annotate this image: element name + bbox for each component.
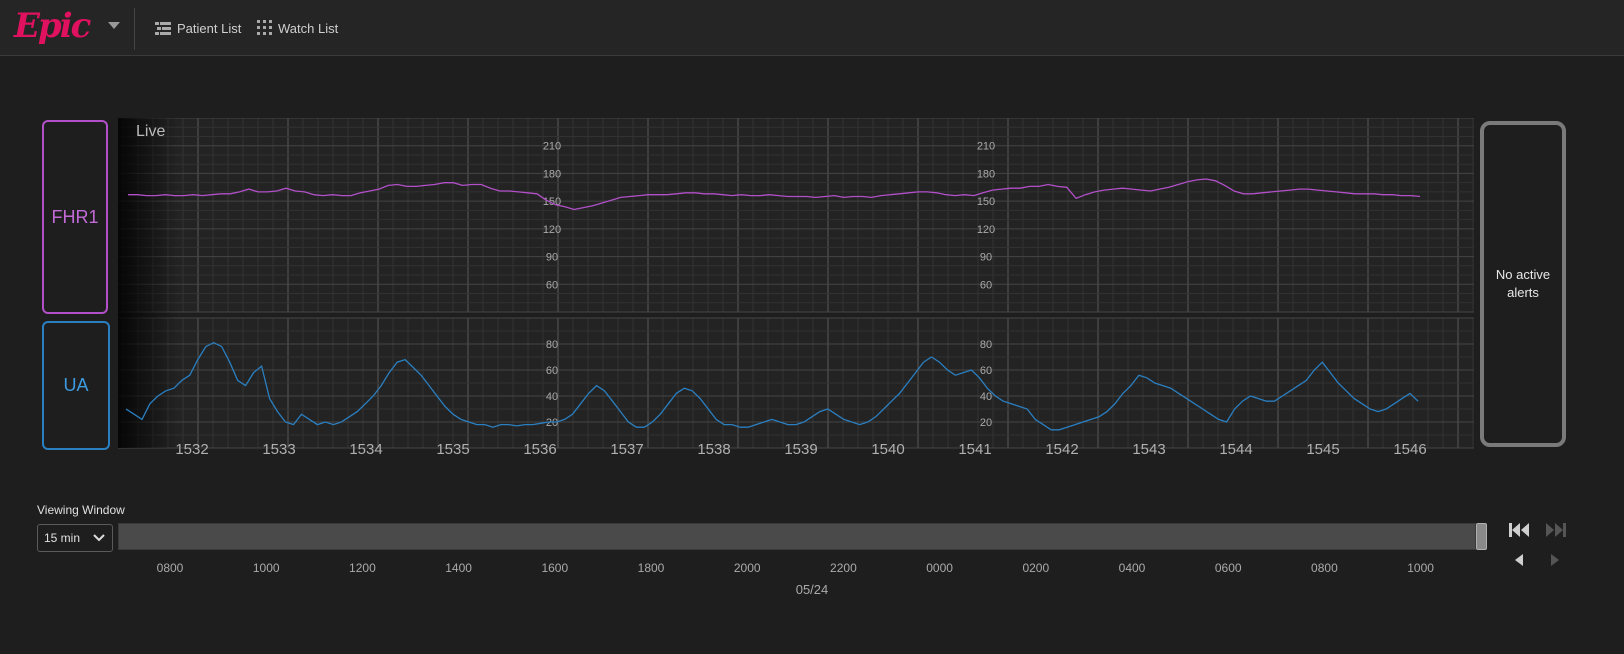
tracing-time-label: 1542 [1045, 441, 1078, 458]
tracing-time-label: 1534 [349, 441, 382, 458]
ua-scale-label: 20 [546, 417, 558, 429]
list-icon [155, 22, 171, 35]
chevron-down-icon[interactable] [108, 22, 120, 29]
timeline-time-label: 2200 [830, 561, 857, 575]
timeline-time-label: 0400 [1119, 561, 1146, 575]
tracing-time-label: 1541 [958, 441, 991, 458]
fhr-scale-label: 210 [543, 141, 561, 153]
tracing-time-label: 1546 [1393, 441, 1426, 458]
fetal-tracing-chart[interactable]: 210 180 150 120 90 60 80 60 40 20 210 180 150 120 90 60… [118, 118, 1474, 478]
date-label: 05/24 [796, 582, 829, 597]
epic-logo[interactable]: Epic [14, 6, 91, 46]
ua-scale-label: 40 [980, 391, 992, 403]
timeline-time-label: 1800 [638, 561, 665, 575]
viewing-window-label: Viewing Window [37, 503, 125, 517]
fhr-scale-label: 210 [977, 141, 995, 153]
timeline-time-label: 1000 [1407, 561, 1434, 575]
timeline-time-label: 1200 [349, 561, 376, 575]
timeline-time-label: 0200 [1022, 561, 1049, 575]
alerts-text-line1: No active [1495, 267, 1551, 282]
tracing-time-label: 1537 [610, 441, 643, 458]
fhr-scale-label: 90 [980, 252, 992, 264]
step-back-icon[interactable] [1514, 553, 1524, 567]
tracing-time-label: 1533 [262, 441, 295, 458]
tracing-time-label: 1539 [784, 441, 817, 458]
fhr-scale-label: 180 [977, 168, 995, 180]
event-markers [0, 60, 1624, 120]
tracing-time-label: 1543 [1132, 441, 1165, 458]
chevron-down-icon [93, 534, 105, 542]
timeline-time-label: 0800 [157, 561, 184, 575]
timeline-time-label: 0000 [926, 561, 953, 575]
watch-list-label: Watch List [278, 20, 339, 36]
fhr-scale-label: 60 [980, 279, 992, 291]
top-bar: Epic Patient List Watch List [0, 0, 1624, 56]
fhr-scale-label: 120 [977, 224, 995, 236]
timeline-handle[interactable] [1476, 523, 1487, 550]
toolbar-divider [134, 8, 135, 50]
fhr1-channel-button[interactable]: FHR1 [42, 120, 108, 314]
ua-scale-label: 40 [546, 391, 558, 403]
scale-labels: 210 180 150 120 90 60 80 60 40 20 210 180 150 120 90 60… [543, 141, 995, 429]
ua-channel-button[interactable]: UA [42, 321, 110, 450]
tracing-time-label: 1535 [436, 441, 469, 458]
viewing-window-select[interactable]: 15 min [37, 524, 113, 552]
viewing-window-value: 15 min [44, 531, 81, 545]
ua-scale-label: 60 [546, 365, 558, 377]
timeline-time-label: 0800 [1311, 561, 1338, 575]
tracing-time-label: 1540 [871, 441, 904, 458]
fhr-scale-label: 120 [543, 224, 561, 236]
fhr-scale-label: 150 [977, 196, 995, 208]
timeline-scrollbar[interactable] [118, 523, 1476, 550]
tracing-time-label: 1536 [523, 441, 556, 458]
ua-scale-label: 80 [980, 339, 992, 351]
fhr-scale-label: 90 [546, 252, 558, 264]
live-label: Live [136, 123, 165, 140]
ua-trace [125, 341, 1419, 431]
ua-scale-label: 60 [980, 365, 992, 377]
watch-list-button[interactable]: Watch List [257, 17, 338, 39]
ua-scale-label: 20 [980, 417, 992, 429]
timeline-time-label: 0600 [1215, 561, 1242, 575]
fhr-scale-label: 60 [546, 279, 558, 291]
tracing-time-label: 1545 [1306, 441, 1339, 458]
tracing-time-label: 1544 [1219, 441, 1252, 458]
timeline-axis: 0800 1000 1200 1400 1600 1800 2000 2200 0000 0200… [157, 561, 1435, 597]
timeline-time-label: 2000 [734, 561, 761, 575]
left-fade [118, 118, 178, 448]
timeline-time-label: 1400 [445, 561, 472, 575]
tracing-time-label: 1538 [697, 441, 730, 458]
fhr-scale-label: 180 [543, 168, 561, 180]
fhr-scale-label: 150 [543, 196, 561, 208]
timeline-time-label: 1600 [541, 561, 568, 575]
fhr-panel [118, 118, 1474, 312]
grid-dots-icon [257, 20, 272, 35]
fhr1-label: FHR1 [51, 206, 99, 227]
timeline-time-label: 1000 [253, 561, 280, 575]
tracing-time-label: 1532 [175, 441, 208, 458]
alerts-text-line2: alerts [1507, 285, 1539, 300]
fhr-trace [128, 178, 1421, 211]
skip-back-icon[interactable] [1508, 522, 1530, 538]
ua-scale-label: 80 [546, 339, 558, 351]
patient-list-label: Patient List [177, 20, 242, 36]
step-forward-icon[interactable] [1550, 553, 1560, 567]
ua-label: UA [63, 375, 89, 395]
patient-list-button[interactable]: Patient List [155, 17, 241, 39]
skip-forward-icon[interactable] [1545, 522, 1567, 538]
alerts-panel[interactable]: No active alerts [1480, 121, 1566, 447]
tracing-time-axis: 1532 1533 1534 1535 1536 1537 1538 1539 1540 1541… [175, 441, 1426, 458]
tracing-grid [118, 118, 1474, 449]
